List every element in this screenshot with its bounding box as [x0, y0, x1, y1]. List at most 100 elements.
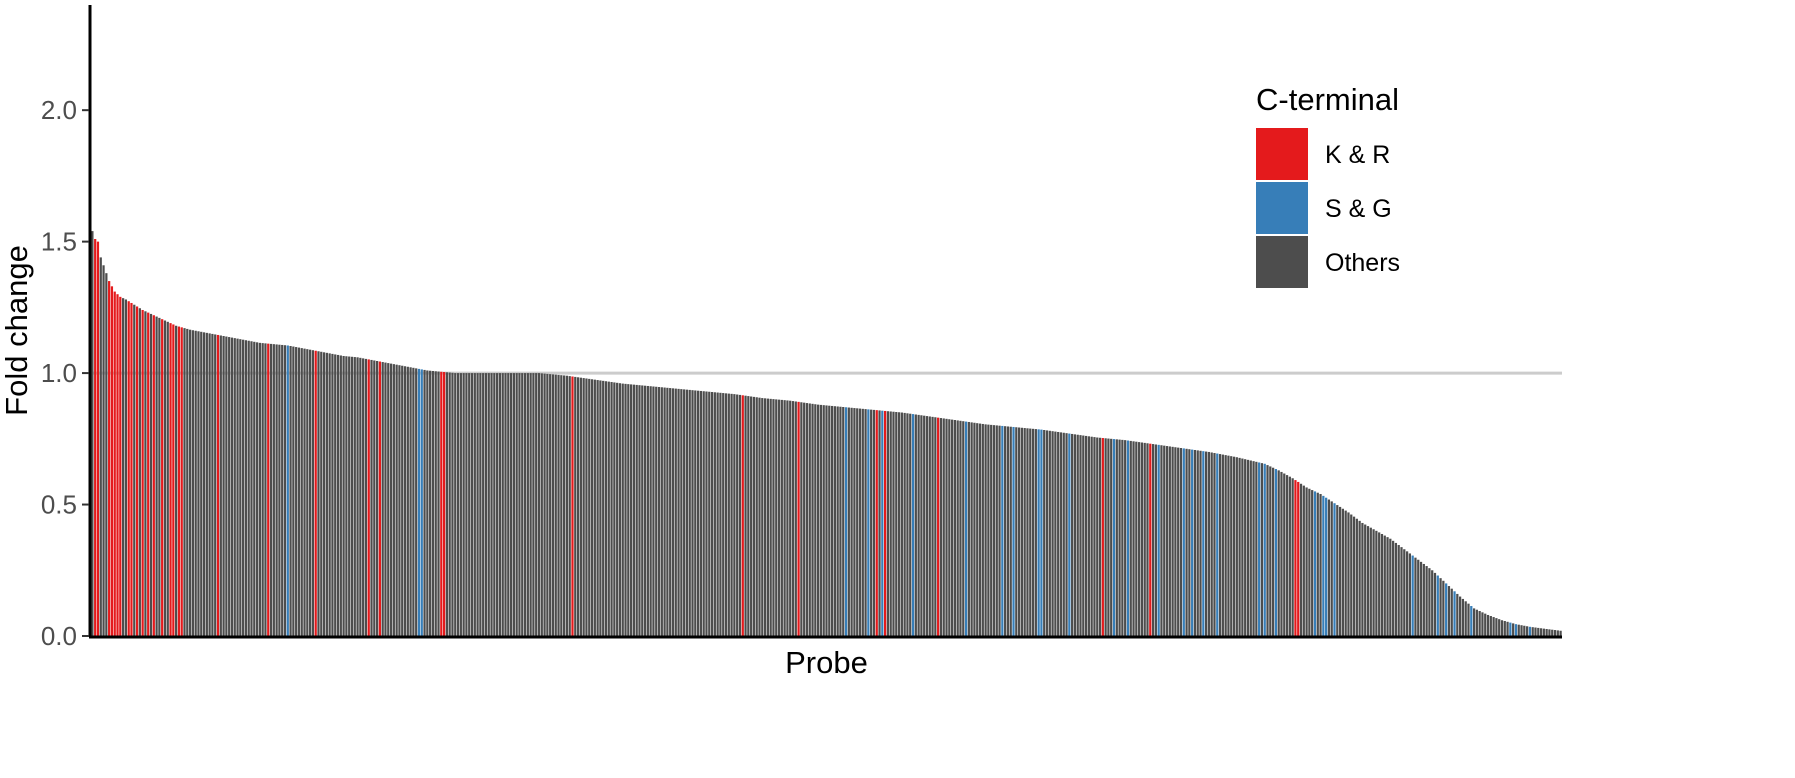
bar [1244, 459, 1247, 636]
bar [964, 421, 968, 636]
bar [761, 398, 764, 636]
bar [808, 403, 811, 636]
bar [219, 335, 222, 636]
bar [1020, 427, 1023, 636]
bar [465, 373, 468, 636]
bar [448, 372, 451, 636]
bar [1210, 452, 1213, 636]
y-ticks-layer: 0.0 0.5 1.0 1.5 2.0 [41, 95, 89, 651]
bar [459, 373, 462, 636]
bar [222, 336, 225, 636]
bar [283, 345, 287, 636]
bar [490, 373, 493, 636]
bar [730, 393, 733, 636]
bar [403, 366, 407, 636]
bar [1394, 542, 1398, 636]
bar [169, 323, 172, 636]
bar [1361, 522, 1364, 636]
bar [476, 373, 479, 636]
bar [1428, 568, 1431, 636]
bar [197, 331, 200, 636]
bar [649, 386, 652, 636]
bar [576, 377, 580, 636]
bar [1163, 445, 1166, 636]
bar [1545, 628, 1548, 636]
bar [1506, 621, 1509, 636]
bar [1238, 457, 1241, 636]
bar [353, 357, 356, 636]
bar [1143, 442, 1146, 636]
bar [278, 344, 281, 636]
bar [939, 418, 943, 636]
bar [108, 281, 111, 636]
bar [507, 373, 510, 636]
bar [328, 353, 331, 636]
bar [526, 373, 529, 636]
bar [602, 380, 605, 636]
bar [297, 347, 301, 636]
bar [1182, 448, 1185, 636]
bar [110, 286, 114, 636]
bar [479, 373, 482, 636]
bar [1539, 628, 1543, 636]
bar [1422, 563, 1425, 636]
bar [456, 373, 460, 636]
bar [708, 391, 711, 636]
bar [1045, 430, 1049, 636]
bar [370, 359, 373, 636]
bar [1068, 433, 1071, 636]
bar [1327, 499, 1331, 636]
bar [696, 390, 700, 636]
bar [671, 388, 675, 636]
bar [881, 410, 884, 636]
bar [942, 418, 945, 636]
bar [1073, 434, 1077, 636]
bar [981, 423, 984, 636]
bar [398, 365, 401, 636]
bar [878, 410, 881, 636]
bar [1012, 426, 1015, 636]
bar [892, 411, 895, 636]
bar [710, 392, 714, 636]
bar [1525, 626, 1529, 636]
bar [124, 299, 127, 636]
bar [348, 356, 351, 636]
bar [1076, 434, 1079, 636]
bar [1266, 465, 1269, 636]
bar [445, 372, 448, 636]
bar [375, 360, 379, 636]
bar [590, 379, 594, 636]
bar [643, 385, 647, 636]
bar [275, 344, 278, 636]
bar [758, 397, 761, 636]
bar [1249, 460, 1252, 636]
bar [1246, 459, 1250, 636]
bar [719, 392, 722, 636]
bar [1461, 598, 1465, 636]
bar [255, 342, 259, 636]
bar [1218, 454, 1222, 636]
bar [1059, 432, 1063, 636]
bar [1475, 609, 1478, 636]
bar [1417, 559, 1420, 636]
bar [1207, 451, 1211, 636]
bar [948, 419, 951, 636]
bar [373, 360, 376, 636]
bar [155, 316, 158, 636]
bar [925, 416, 929, 636]
bar [1369, 527, 1372, 636]
bars-layer [91, 231, 1562, 637]
bar [300, 348, 303, 636]
bar [1433, 572, 1437, 636]
bar [426, 370, 429, 636]
bar [800, 402, 803, 636]
bar [920, 415, 923, 636]
bar [551, 374, 555, 636]
bar [655, 386, 658, 636]
bar [183, 328, 186, 636]
bar [1436, 575, 1439, 636]
bar [1146, 443, 1149, 636]
bar [1037, 429, 1040, 636]
bar [331, 353, 334, 636]
bar [998, 425, 1001, 636]
